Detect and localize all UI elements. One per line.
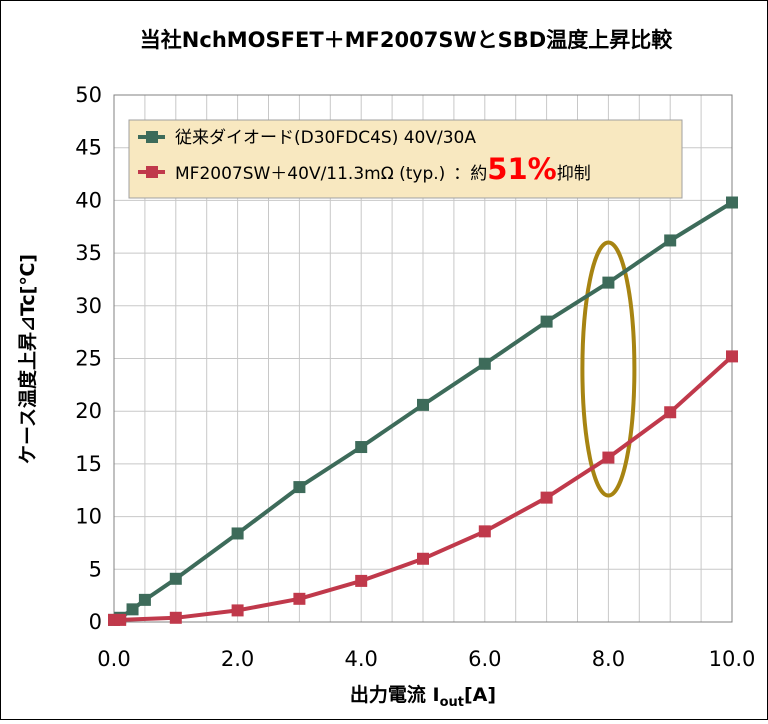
data-point-0 bbox=[478, 357, 491, 370]
x-axis-title-sub: out bbox=[440, 695, 464, 710]
data-point-0 bbox=[138, 593, 151, 606]
data-point-0 bbox=[417, 398, 429, 411]
series-line-1 bbox=[114, 354, 734, 622]
highlight-ellipse-shape bbox=[580, 240, 637, 498]
x-tick-label: 2.0 bbox=[221, 647, 254, 671]
data-point-0 bbox=[540, 315, 553, 328]
data-point-1 bbox=[417, 552, 429, 565]
x-tick-label: 0.0 bbox=[97, 647, 130, 671]
y-tick-label: 40 bbox=[75, 188, 102, 212]
legend-label-1: MF2007SW＋40V/11.3mΩ (typ.) ：約51%抑制 bbox=[175, 152, 591, 186]
chart-title: 当社NchMOSFET＋MF2007SWとSBD温度上昇比較 bbox=[140, 28, 673, 52]
data-point-0 bbox=[726, 196, 738, 209]
y-tick-label: 45 bbox=[75, 136, 102, 160]
legend-marker-0 bbox=[146, 131, 158, 143]
y-axis: 0 5 10 15 20 25 30 35 40 45 50 bbox=[75, 83, 102, 634]
x-tick-label: 6.0 bbox=[468, 647, 501, 671]
y-tick-label: 5 bbox=[89, 557, 102, 581]
data-point-1 bbox=[355, 574, 368, 587]
series-group bbox=[108, 196, 738, 626]
data-point-0 bbox=[231, 527, 244, 540]
data-point-1 bbox=[726, 350, 738, 363]
data-point-0 bbox=[169, 572, 182, 585]
x-axis-title-main: 出力電流 I bbox=[350, 683, 440, 706]
data-point-1 bbox=[664, 406, 677, 419]
legend-box bbox=[128, 119, 683, 199]
data-point-0 bbox=[126, 603, 139, 616]
legend-marker-1 bbox=[146, 166, 158, 178]
data-point-1 bbox=[114, 613, 127, 626]
x-tick-label: 10.0 bbox=[709, 647, 756, 671]
y-tick-label: 10 bbox=[75, 505, 102, 529]
data-point-0 bbox=[293, 481, 306, 494]
data-point-0 bbox=[664, 234, 677, 247]
data-point-1 bbox=[478, 525, 491, 538]
data-point-1 bbox=[293, 592, 306, 605]
data-point-1 bbox=[169, 611, 182, 624]
legend: 従来ダイオード(D30FDC4S) 40V/30A MF2007SW＋40V/1… bbox=[128, 119, 683, 199]
y-tick-label: 50 bbox=[75, 83, 102, 107]
data-point-0 bbox=[602, 276, 615, 289]
legend-label-1-name: MF2007SW＋40V/11.3mΩ (typ.) bbox=[175, 164, 445, 184]
x-axis-title-tail: [A] bbox=[464, 684, 496, 706]
x-tick-label: 8.0 bbox=[592, 647, 625, 671]
x-tick-label: 4.0 bbox=[344, 647, 377, 671]
y-axis-title: ケース温度上昇⊿Tc[℃] bbox=[16, 254, 39, 464]
data-point-0 bbox=[355, 441, 368, 454]
legend-label-1-tail: 抑制 bbox=[557, 164, 591, 184]
legend-label-1-suffix: ：約 bbox=[453, 164, 487, 184]
y-tick-label: 25 bbox=[75, 347, 102, 371]
data-point-1 bbox=[602, 451, 615, 464]
x-axis: 0.0 2.0 4.0 6.0 8.0 10.0 bbox=[97, 647, 755, 671]
x-axis-title: 出力電流 Iout[A] bbox=[350, 683, 496, 710]
y-tick-label: 30 bbox=[75, 294, 102, 318]
y-tick-label: 20 bbox=[75, 399, 102, 423]
y-tick-label: 0 bbox=[89, 610, 102, 634]
highlight-ellipse bbox=[580, 240, 637, 498]
y-tick-label: 15 bbox=[75, 452, 102, 476]
data-point-1 bbox=[540, 491, 553, 504]
legend-label-0: 従来ダイオード(D30FDC4S) 40V/30A bbox=[175, 128, 476, 148]
data-point-1 bbox=[231, 604, 244, 617]
legend-emphasis: 51% bbox=[487, 152, 556, 186]
y-tick-label: 35 bbox=[75, 241, 102, 265]
